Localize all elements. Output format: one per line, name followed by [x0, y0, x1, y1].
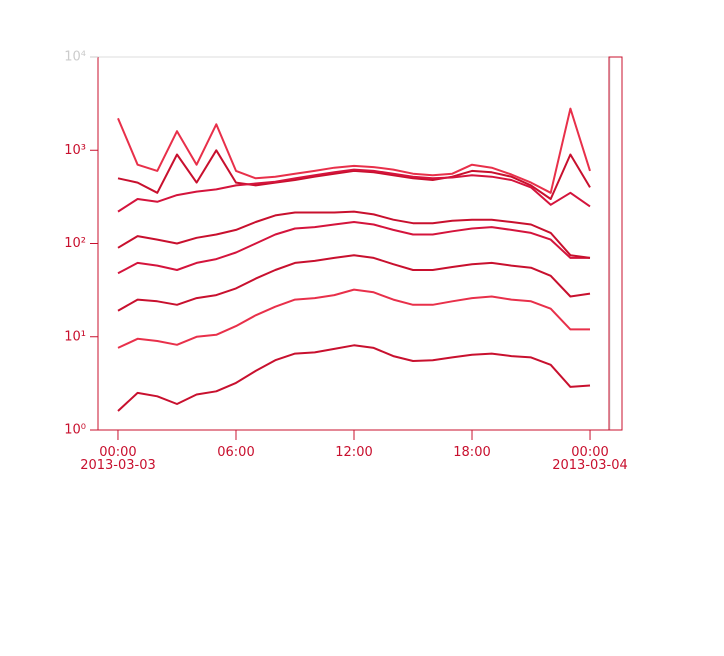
y-tick-label: 10⁴ [64, 50, 86, 65]
series-line [117, 221, 590, 275]
x-tick-label: 12:00 [335, 445, 373, 460]
series-line [117, 210, 591, 259]
series-line [117, 344, 591, 412]
x-tick-label: 18:00 [453, 445, 491, 460]
y-tick-label: 10¹ [64, 329, 86, 344]
y-tick-label: 10⁰ [64, 423, 86, 438]
x-tick-label: 00:00 2013-03-03 [80, 445, 156, 473]
series-line [117, 288, 590, 349]
series-line [117, 107, 591, 194]
x-tick-label: 06:00 [217, 445, 255, 460]
x-tick-label: 00:00 2013-03-04 [552, 445, 628, 473]
series-line [117, 168, 591, 213]
series-line [117, 254, 591, 312]
y-tick-label: 10³ [64, 143, 86, 158]
y-tick-label: 10² [64, 236, 86, 251]
series-line [117, 149, 591, 200]
side-panel [608, 56, 623, 431]
